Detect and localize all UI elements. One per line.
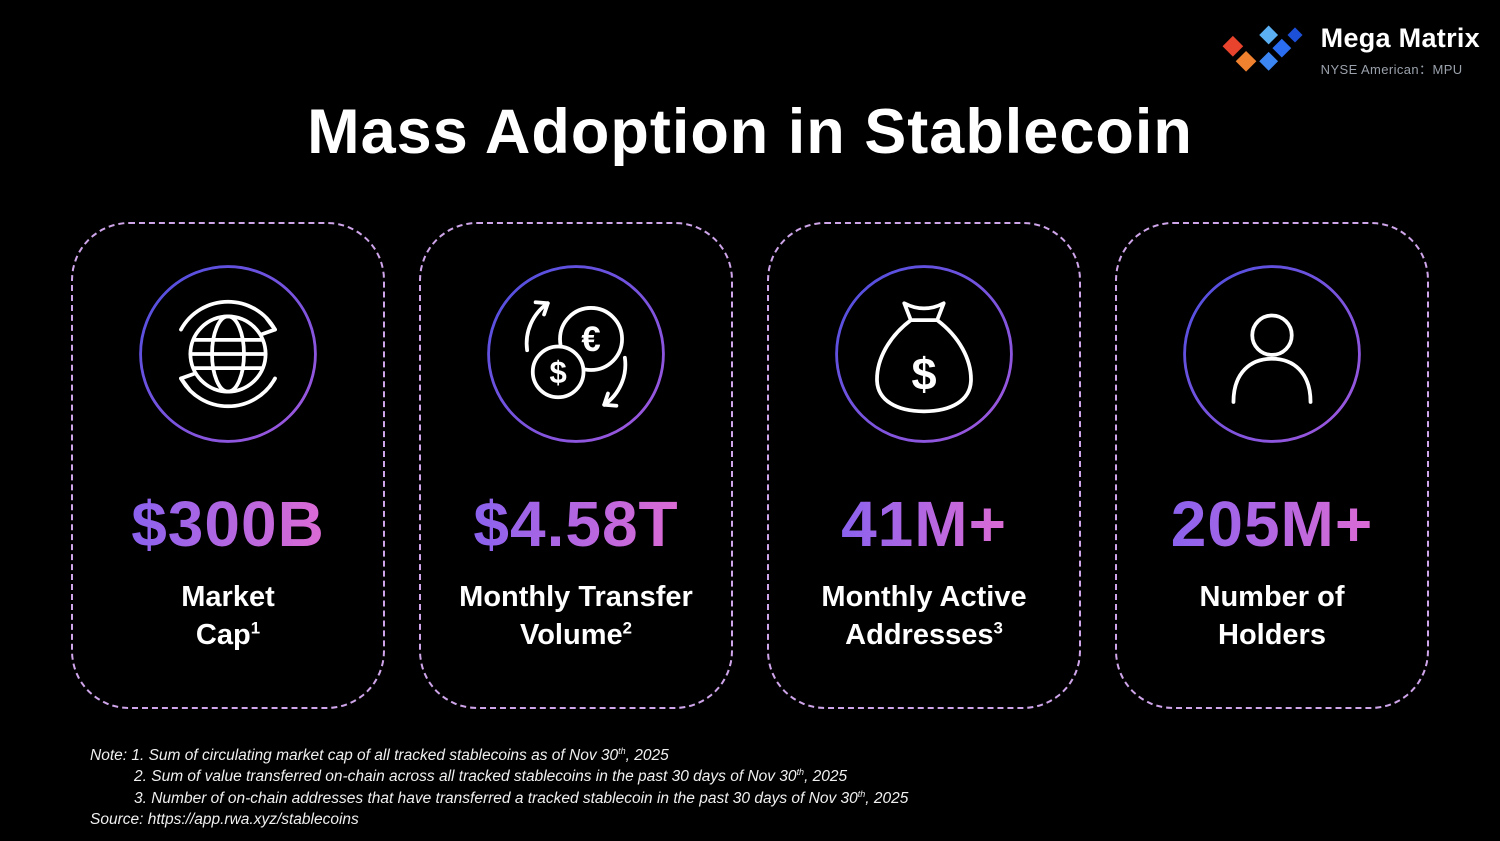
stat-label: Monthly Active Addresses3	[821, 578, 1026, 655]
stat-value: 41M+	[841, 488, 1007, 560]
stat-value: $300B	[131, 488, 325, 560]
stat-label-line2: Volume	[520, 619, 623, 652]
stat-label: Market Cap1	[181, 578, 275, 655]
stat-label-line1: Number of	[1199, 581, 1345, 613]
card-holders: 205M+ Number of Holders	[1115, 222, 1429, 709]
stat-label-line2: Addresses	[845, 619, 994, 652]
footnote-2: 2. Sum of value transferred on-chain acr…	[134, 767, 848, 786]
svg-text:$: $	[550, 355, 567, 390]
card-transfer-volume: € $ $4.58T Monthly Transfer Volume2	[419, 222, 733, 709]
brand-text: Mega Matrix NYSE American：MPU	[1321, 23, 1480, 78]
stat-footnote-ref: 3	[993, 618, 1003, 638]
stat-value: $4.58T	[473, 488, 679, 560]
stat-label-line2: Holders	[1218, 619, 1326, 652]
svg-text:$: $	[911, 349, 936, 400]
stat-footnote-ref: 2	[622, 618, 632, 638]
stat-cards: $300B Market Cap1	[0, 222, 1500, 709]
stat-label: Number of Holders	[1200, 578, 1345, 655]
footnotes: Note: 1. Sum of circulating market cap o…	[90, 745, 1500, 829]
source-line: Source: https://app.rwa.xyz/stablecoins	[90, 810, 359, 828]
person-icon	[1178, 260, 1366, 448]
stat-label-line1: Monthly Active	[821, 581, 1027, 613]
stat-footnote-ref: 1	[250, 618, 261, 638]
money-bag-icon: $	[830, 260, 1018, 448]
stat-label: Monthly Transfer Volume2	[459, 578, 693, 655]
globe-icon	[134, 260, 322, 448]
stat-label-line1: Monthly Transfer	[459, 581, 693, 613]
svg-text:€: €	[581, 321, 600, 359]
card-active-addresses: $ 41M+ Monthly Active Addresses3	[767, 222, 1081, 709]
stat-label-line2: Cap	[195, 619, 251, 652]
footnote-3: 3. Number of on-chain addresses that hav…	[134, 788, 909, 807]
brand-logo-icon	[1222, 25, 1303, 72]
footnote-1: Note: 1. Sum of circulating market cap o…	[90, 745, 669, 764]
brand-subtitle: NYSE American：MPU	[1320, 61, 1463, 77]
stat-label-line1: Market	[181, 581, 275, 613]
card-market-cap: $300B Market Cap1	[71, 222, 385, 709]
brand-logo: Mega Matrix NYSE American：MPU	[1217, 18, 1480, 82]
stat-value: 205M+	[1170, 488, 1374, 560]
currency-exchange-icon: € $	[482, 260, 670, 448]
page-title: Mass Adoption in Stablecoin	[307, 97, 1193, 167]
brand-name: Mega Matrix	[1320, 22, 1480, 53]
